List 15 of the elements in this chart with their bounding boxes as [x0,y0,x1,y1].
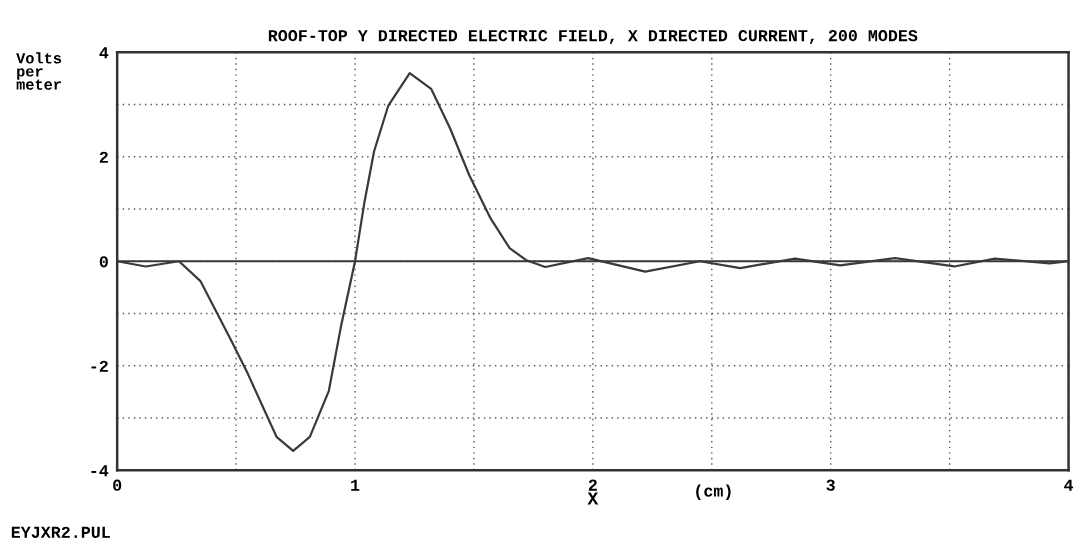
x-tick-label: 1 [351,479,360,491]
y-tick-label: -2 [91,360,108,372]
text: (cm) [696,484,731,501]
y-tick-label: 0 [99,256,108,268]
chart-title: ROOF-TOP Y DIRECTED ELECTRIC FIELD, X DIRECTED CURRENT, 200 MODES [268,29,918,45]
y-tick-label: 2 [99,151,108,163]
y-tick-label: 4 [99,47,109,59]
x-tick-label: 4 [1064,479,1074,491]
text: EYJXR2.PUL [11,526,110,538]
y-tick-label: -4 [91,465,109,477]
x-tick-label: 2 [588,479,597,491]
y-axis-title: Volts per meter [16,52,62,90]
x-tick-label: 0 [113,479,122,491]
x-axis-title: X [587,492,599,505]
x-tick-label: 3 [826,479,835,491]
